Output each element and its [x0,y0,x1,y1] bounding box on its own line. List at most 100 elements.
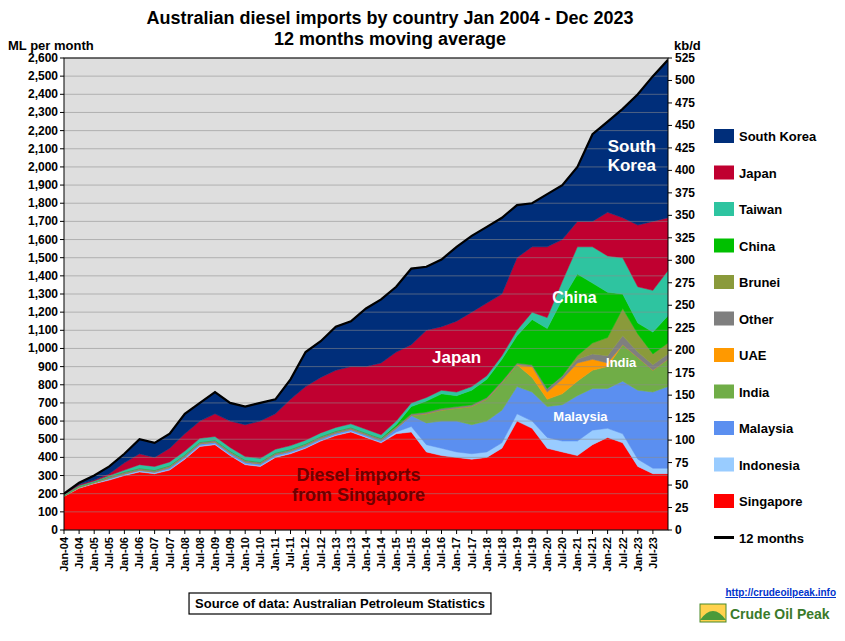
y2-tick [668,440,672,441]
y2-tick-label: 25 [675,501,689,515]
y2-tick-label: 425 [675,141,695,155]
grid-line [64,203,668,204]
x-tick [441,530,442,534]
x-tick-label: Jan-14 [360,536,372,572]
y2-tick-label: 0 [675,523,682,537]
x-tick-label: Jan-08 [179,537,191,572]
y2-tick-label: 475 [675,96,695,110]
y-tick-label: 1,100 [28,323,58,337]
x-tick-label: Jul-09 [224,537,236,569]
x-tick-label: Jul-14 [375,536,387,569]
y2-tick-label: 100 [675,433,695,447]
x-tick [501,530,502,534]
y2-tick [668,327,672,328]
x-tick-label: Jan-17 [450,537,462,572]
x-tick-label: Jan-10 [239,537,251,572]
legend-label: Indonesia [739,458,800,473]
grid-line [64,112,668,113]
y2-tick [668,237,672,238]
y-tick [60,530,64,531]
marks [64,60,668,530]
grid-line [64,148,668,149]
legend-label: Singapore [739,494,803,509]
y-tick [60,130,64,131]
x-tick [426,530,427,534]
y-tick [60,511,64,512]
y-tick-label: 2,000 [28,160,58,174]
x-tick-label: Jul-20 [556,537,568,569]
legend-swatch [714,385,734,399]
x-tick [79,530,80,534]
y-tick [60,58,64,59]
x-tick [486,530,487,534]
y-tick [60,384,64,385]
y2-tick-label: 400 [675,163,695,177]
y-tick-label: 1,000 [28,341,58,355]
x-tick [64,530,65,534]
legend-swatch [714,458,734,472]
y2-tick-label: 450 [675,118,695,132]
x-tick [335,530,336,534]
y2-tick-label: 200 [675,343,695,357]
x-tick-label: Jul-10 [254,537,266,569]
annotation-line: Diesel imports [296,465,420,485]
legend-label: 12 months [739,531,804,546]
y-tick-label: 800 [38,378,58,392]
x-tick [139,530,140,534]
y-tick-label: 2,100 [28,142,58,156]
x-tick [290,530,291,534]
y-tick [60,112,64,113]
grid-line [64,457,668,458]
annotation-line: Japan [432,348,481,367]
y-tick [60,76,64,77]
y2-tick [668,462,672,463]
annotation: SouthKorea [608,137,657,175]
y2-tick-label: 250 [675,298,695,312]
x-tick-label: Jul-23 [647,537,659,569]
x-tick [607,530,608,534]
y-tick [60,330,64,331]
y-tick-label: 2,500 [28,69,58,83]
y-tick-label: 600 [38,414,58,428]
y2-tick [668,417,672,418]
y-tick [60,239,64,240]
legend-swatch [714,166,734,180]
legend-swatch [714,202,734,216]
x-tick-label: Jan-16 [420,537,432,572]
x-tick-label: Jan-18 [481,537,493,572]
lines [64,60,668,494]
y2-tick [668,192,672,193]
grid-line [64,511,668,512]
x-tick [109,530,110,534]
x-tick [562,530,563,534]
grid-line [64,257,668,258]
x-tick [199,530,200,534]
x-tick [305,530,306,534]
y-tick [60,148,64,149]
y-tick [60,493,64,494]
x-tick-label: Jul-13 [345,537,357,569]
y2-tick [668,507,672,508]
y2-tick [668,147,672,148]
legend-label: China [739,239,776,254]
grid-line [64,185,668,186]
grid-line [64,348,668,349]
url: http://crudeoilpeak.info [725,587,836,598]
grid-line [64,94,668,95]
x-tick-label: Jul-18 [496,537,508,569]
y2-tick-label: 500 [675,73,695,87]
y2-tick [668,215,672,216]
area [64,60,668,494]
legend-label: South Korea [739,129,817,144]
x-tick [320,530,321,534]
grid-line [64,384,668,385]
y2-tick-label: 325 [675,231,695,245]
grid-line [64,439,668,440]
x-tick-label: Jan-15 [390,537,402,572]
logo-icon [700,611,726,620]
x-tick [592,530,593,534]
grid-line [64,312,668,313]
grid-line [64,130,668,131]
x-tick-label: Jan-22 [601,537,613,572]
annotation-line: South [608,137,656,156]
